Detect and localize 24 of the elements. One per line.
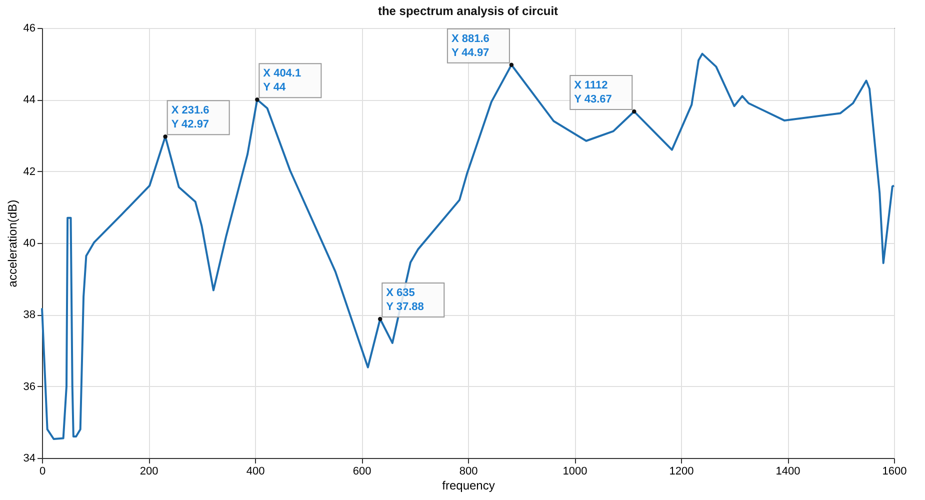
y-tick-label: 44: [23, 94, 36, 106]
x-tick-label: 1000: [562, 466, 588, 478]
x-tick-label: 600: [352, 466, 372, 478]
x-axis-title: frequency: [442, 478, 495, 492]
x-tick-label: 800: [459, 466, 478, 478]
x-tick-label: 0: [39, 466, 46, 478]
y-tick-label: 34: [23, 452, 36, 464]
annotation: X 231.6 Y 42.97: [171, 104, 210, 131]
annotation: X 404.1 Y 44: [263, 68, 302, 94]
x-tick-label: 400: [246, 466, 265, 478]
annotation: X 1112 Y 43.67: [574, 79, 612, 106]
x-tick-label: 1600: [882, 466, 907, 478]
x-tick-label: 1400: [776, 466, 800, 478]
annotation: X 635 Y 37.88: [386, 286, 424, 313]
annotation: X 881.6 Y 44.97: [451, 32, 490, 59]
y-tick-label: 42: [23, 166, 36, 178]
y-tick-label: 40: [23, 238, 36, 250]
y-tick-label: 38: [23, 309, 36, 322]
y-tick-label: 46: [23, 22, 36, 34]
chart-title: the spectrum analysis of circuit: [378, 4, 558, 18]
x-tick-label: 200: [140, 466, 158, 478]
x-tick-label: 1200: [669, 466, 694, 478]
y-tick-label: 36: [23, 380, 36, 393]
y-axis-title: acceleration(dB): [5, 200, 20, 288]
